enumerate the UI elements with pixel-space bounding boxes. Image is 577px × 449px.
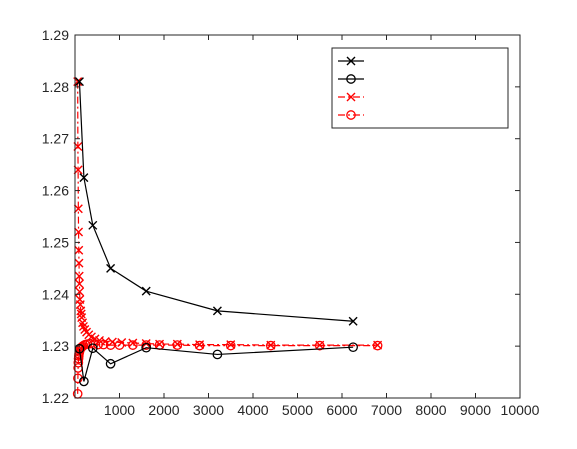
series-2-point: [212, 349, 223, 360]
series-1-point: [348, 316, 358, 326]
y-tick-label: 1.24: [42, 286, 69, 302]
legend-entry-1: [338, 56, 364, 66]
series-4-point: [314, 340, 325, 351]
x-tick-label: 8000: [415, 402, 446, 418]
series-1: [74, 77, 358, 326]
x-tick-label: 6000: [326, 402, 357, 418]
series-2-point: [87, 343, 98, 354]
y-tick-label: 1.22: [42, 390, 69, 406]
legend-swatch-marker: [346, 92, 356, 102]
x-tick-label: 7000: [371, 402, 402, 418]
x-tick-label: 3000: [193, 402, 224, 418]
y-tick-label: 1.26: [42, 183, 69, 199]
legend-swatch-marker: [346, 56, 356, 66]
series-3-point: [74, 279, 84, 289]
series-1-point: [212, 306, 222, 316]
series-3: [73, 77, 383, 350]
series-3-point: [74, 258, 84, 268]
series-1-point: [74, 77, 84, 87]
series-2-line: [78, 346, 354, 382]
x-tick-label: 10000: [501, 402, 540, 418]
series-4-point: [372, 340, 383, 351]
series-4-point: [265, 340, 276, 351]
legend-entry-4: [338, 110, 364, 120]
series-3-point: [74, 245, 84, 255]
series-2-point: [79, 376, 89, 387]
series-4-point: [194, 340, 205, 351]
series-2-point: [348, 342, 358, 353]
series-4-point: [225, 340, 236, 351]
series-3-point: [76, 309, 86, 319]
series-4-point: [73, 373, 83, 384]
x-tick-label: 5000: [282, 402, 313, 418]
series-1-point: [106, 263, 116, 273]
series-4-point: [128, 340, 138, 350]
series-3-line: [77, 81, 378, 346]
series-4-point: [98, 339, 109, 350]
legend-swatch-marker: [346, 110, 356, 120]
x-tick-label: 9000: [460, 402, 491, 418]
x-tick-label: 1000: [104, 402, 135, 418]
plot-area: [72, 77, 383, 399]
legend-swatch-marker: [346, 74, 356, 84]
series-4-point: [114, 340, 125, 350]
x-tick-label: 2000: [148, 402, 179, 418]
series-3-point: [74, 227, 84, 237]
legend-entry-3: [338, 92, 364, 102]
series-3-point: [74, 271, 84, 281]
axes: 1000 2000 3000 4000 5000 6000 7000 8000 9000 1000…: [42, 27, 540, 418]
series-4-point: [141, 340, 152, 350]
y-tick-label: 1.23: [42, 338, 69, 354]
series-3-point: [73, 204, 83, 214]
legend-entry-2: [338, 74, 364, 84]
x-tick-label: 4000: [237, 402, 268, 418]
y-tick-label: 1.28: [42, 79, 69, 95]
series-4-point: [172, 340, 183, 350]
series-1-point: [79, 173, 89, 183]
series-2-point: [141, 342, 152, 353]
y-tick-label: 1.27: [42, 131, 69, 147]
series-2: [74, 342, 358, 387]
series-1-point: [141, 286, 151, 296]
legend: [331, 47, 509, 129]
series-2-point: [105, 358, 116, 369]
series-1-point: [88, 220, 98, 230]
legend-box: [331, 47, 509, 129]
y-tick-label: 1.29: [42, 27, 69, 43]
y-tick-label: 1.25: [42, 234, 69, 250]
